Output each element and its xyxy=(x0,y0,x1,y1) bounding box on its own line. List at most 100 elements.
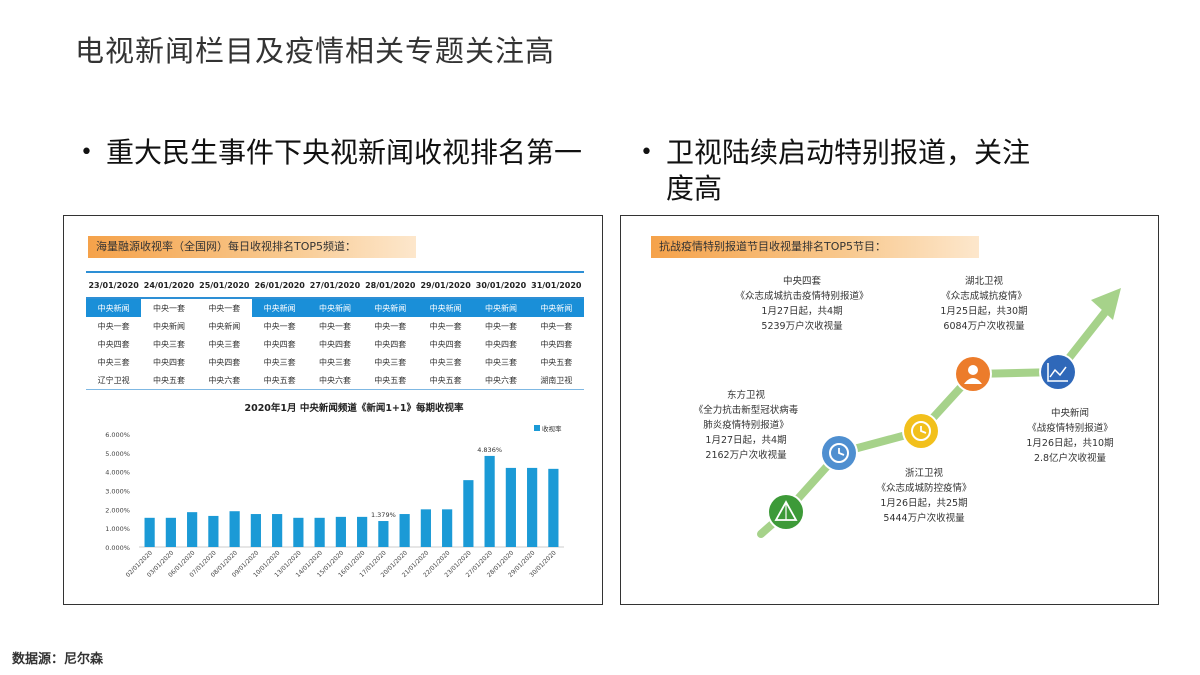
bar xyxy=(144,517,155,547)
ranking-cell: 中央六套 xyxy=(307,371,363,390)
ranking-cell: 中央新闻 xyxy=(362,298,418,317)
ranking-date-header: 27/01/2020 xyxy=(307,271,363,299)
program-views: 2162万户次收视量 xyxy=(705,450,787,461)
ranking-cell: 中央三套 xyxy=(429,357,462,367)
ranking-cell: 中央新闻 xyxy=(86,298,142,317)
ranking-cell: 中央新闻 xyxy=(208,321,241,331)
ranking-cell: 中央五套 xyxy=(362,371,418,390)
bar xyxy=(399,514,410,547)
person-icon xyxy=(968,365,978,375)
ranking-cell: 中央三套 xyxy=(152,339,185,349)
ranking-date-header: 29/01/2020 xyxy=(417,271,474,299)
clock-hands-icon xyxy=(920,426,927,434)
ratings-banner: 海量融源收视率（全国网）每日收视排名TOP5频道： xyxy=(88,236,416,258)
bullet-left-text: 重大民生事件下央视新闻收视排名第一 xyxy=(106,136,583,169)
bar xyxy=(484,455,495,547)
program-program: 《全力抗击新型冠状病毒 xyxy=(693,405,799,416)
bullet-right: • 卫视陆续启动特别报道，关注度高 xyxy=(640,135,1040,207)
ranking-cell: 中央三套 xyxy=(208,339,241,349)
ranking-cell: 中央五套 xyxy=(540,357,573,367)
bar xyxy=(335,516,346,547)
bar xyxy=(208,515,219,547)
bar xyxy=(314,517,325,547)
program-info: 中央新闻 《战疫情特别报道》 1月26日起，共10期 2.8亿户次收视量 xyxy=(995,406,1145,466)
growth-flow-diagram xyxy=(757,288,1121,538)
ranking-date-header: 24/01/2020 xyxy=(141,271,197,299)
ranking-cell: 中央一套 xyxy=(318,321,351,331)
data-label: 1.379% xyxy=(371,511,396,519)
ranking-date-header: 31/01/2020 xyxy=(528,271,584,299)
bar xyxy=(293,517,304,547)
chart-line-icon xyxy=(1049,366,1067,378)
ranking-cell: 中央一套 xyxy=(484,321,517,331)
ranking-cell: 中央三套 xyxy=(374,357,407,367)
y-tick-label: 4.000% xyxy=(105,469,130,477)
ranking-cell: 中央新闻 xyxy=(152,321,185,331)
ranking-cell: 中央新闻 xyxy=(417,298,474,317)
program-start: 1月26日起，共10期 xyxy=(1026,438,1114,449)
ranking-cell: 中央一套 xyxy=(429,321,462,331)
program-info: 浙江卫视 《众志成城防控疫情》 1月26日起，共25期 5444万户次收视量 xyxy=(849,466,999,526)
ranking-date-header: 23/01/2020 xyxy=(86,271,142,299)
ranking-row: 中央一套 中央新闻 中央新闻 中央一套 中央一套 中央一套 中央一套 中央一套 中央一套 xyxy=(86,317,584,335)
bullet-dot: • xyxy=(640,140,653,165)
ranking-cell: 中央六套 xyxy=(196,371,252,390)
ranking-cell: 中央四套 xyxy=(484,339,517,349)
special-reports-panel: 抗战疫情特别报道节目收视量排名TOP5节目： 东方卫视 《全力抗击新型冠状病毒 肺炎… xyxy=(620,215,1159,605)
ranking-table: 23/01/2020 24/01/2020 25/01/2020 26/01/2020… xyxy=(86,271,584,390)
special-reports-banner: 抗战疫情特别报道节目收视量排名TOP5节目： xyxy=(651,236,979,258)
ranking-cell: 中央三套 xyxy=(263,357,296,367)
program-info: 东方卫视 《全力抗击新型冠状病毒 肺炎疫情特别报道》 1月27日起，共4期 2162万户… xyxy=(671,388,821,463)
y-tick-label: 2.000% xyxy=(105,506,130,514)
ranking-cell: 中央四套 xyxy=(540,339,573,349)
chart-title: 2020年1月 中央新闻频道《新闻1+1》每期收视率 xyxy=(244,402,464,414)
bar xyxy=(505,467,516,547)
program-start: 1月25日起，共30期 xyxy=(940,306,1028,317)
ranking-cell: 中央四套 xyxy=(318,339,351,349)
ranking-row: 中央四套 中央三套 中央三套 中央四套 中央四套 中央四套 中央四套 中央四套 中央四套 xyxy=(86,335,584,353)
person-body-icon xyxy=(964,378,982,384)
ranking-cell: 中央一套 xyxy=(540,321,573,331)
program-views: 5444万户次收视量 xyxy=(883,513,965,524)
ratings-panel: 海量融源收视率（全国网）每日收视排名TOP5频道： 23/01/2020 24/0… xyxy=(63,215,603,605)
bar xyxy=(250,514,261,547)
y-tick-label: 5.000% xyxy=(105,450,130,458)
bullet-dot: • xyxy=(80,140,93,165)
program-views: 2.8亿户次收视量 xyxy=(1033,453,1107,464)
ranking-cell: 中央新闻 xyxy=(307,298,363,317)
ranking-cell: 中央四套 xyxy=(208,357,241,367)
bar xyxy=(420,509,431,547)
clock-icon xyxy=(911,421,931,441)
clock-hands-icon xyxy=(838,448,845,456)
ranking-date-header: 26/01/2020 xyxy=(251,271,308,299)
ranking-cell: 中央三套 xyxy=(97,357,130,367)
bar xyxy=(527,467,538,547)
ranking-row: 中央新闻 中央一套 中央一套 中央新闻 中央新闻 中央新闻 中央新闻 中央新闻 中央新闻 xyxy=(86,298,584,317)
program-start: 1月27日起，共4期 xyxy=(705,435,787,446)
ranking-cell: 中央五套 xyxy=(141,371,197,390)
program-program: 《众志成城抗击疫情特别报道》 xyxy=(735,291,869,302)
ranking-cell: 辽宁卫视 xyxy=(86,371,142,390)
ranking-cell: 中央四套 xyxy=(374,339,407,349)
legend-label: 收视率 xyxy=(542,424,562,433)
bar xyxy=(229,511,240,547)
ranking-cell: 中央四套 xyxy=(97,339,130,349)
bar xyxy=(165,517,176,547)
ranking-cell: 中央一套 xyxy=(263,321,296,331)
program-channel: 中央四套 xyxy=(782,276,821,287)
legend-swatch xyxy=(534,425,540,431)
ranking-cell: 中央三套 xyxy=(318,357,351,367)
ranking-cell: 中央新闻 xyxy=(473,298,529,317)
y-tick-label: 3.000% xyxy=(105,488,130,496)
program-channel: 浙江卫视 xyxy=(904,468,943,479)
bar xyxy=(463,480,474,547)
ranking-cell: 中央一套 xyxy=(196,298,252,317)
bar xyxy=(357,516,368,547)
ranking-row: 中央三套 中央四套 中央四套 中央三套 中央三套 中央三套 中央三套 中央三套 中央五套 xyxy=(86,353,584,371)
bar xyxy=(187,512,198,547)
bar xyxy=(272,514,283,547)
program-program: 《众志成城抗疫情》 xyxy=(941,291,1027,302)
y-tick-label: 1.000% xyxy=(105,525,130,533)
y-tick-label: 0.000% xyxy=(105,544,130,552)
